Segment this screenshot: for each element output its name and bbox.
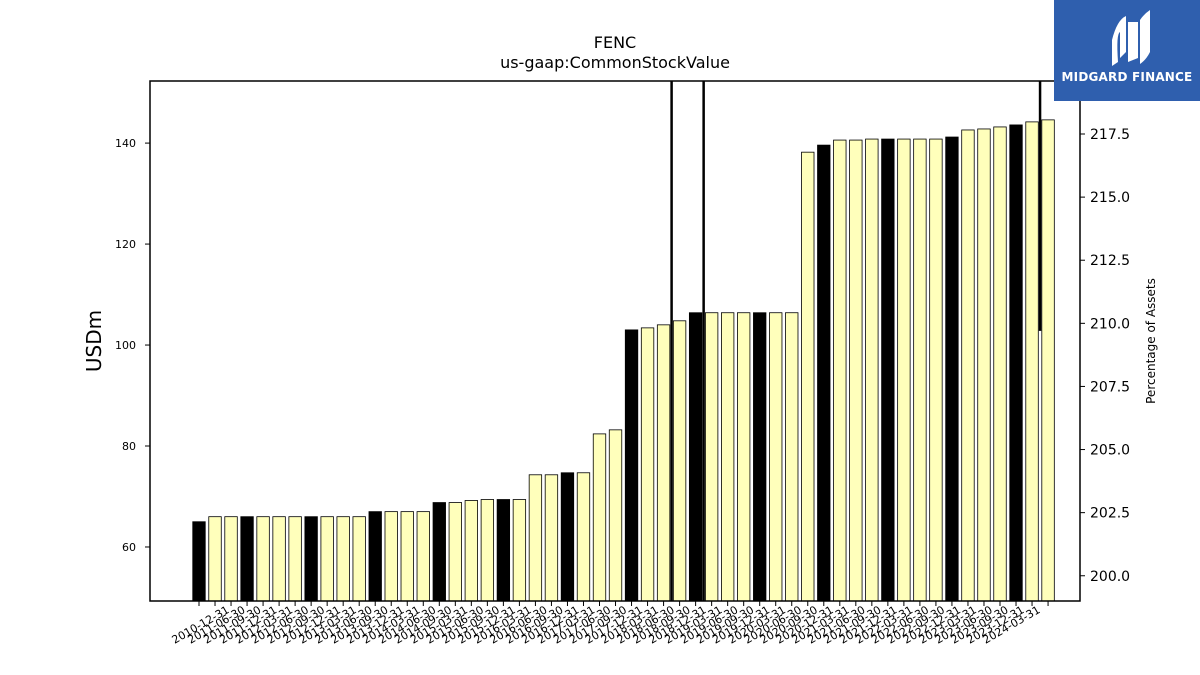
bar-2022-03-31 [913, 138, 927, 602]
y-axis-ticks: 60 80 100 120 140 [115, 137, 150, 554]
bar-2017-06-30 [608, 429, 623, 602]
bar-2020-06-30 [801, 151, 815, 602]
bar-2014-12-31 [448, 502, 462, 602]
bar-2011-12-31 [256, 516, 270, 602]
bar-2021-06-30 [865, 138, 879, 602]
bar-2021-12-31 [897, 138, 911, 602]
bar-2023-06-30 [993, 126, 1007, 602]
x-axis-ticks: 2010-12-312011-06-302011-09-302011-12-31… [170, 601, 1049, 647]
bar-2024-03-31 [1041, 119, 1055, 602]
bar-2019-12-31 [769, 312, 783, 602]
bar-2018-06-30 [672, 320, 687, 602]
bar-2020-12-31 [833, 139, 847, 602]
y-axis-label: USDm [82, 310, 106, 372]
bar-2013-12-31 [384, 511, 398, 602]
bar-2016-03-31 [528, 474, 543, 602]
bar-2023-09-30 [1009, 124, 1023, 602]
bar-2013-09-30 [368, 511, 382, 602]
bar-2014-06-30 [416, 511, 430, 602]
y2-axis-label: Percentage of Assets [1144, 278, 1158, 404]
y2-tick-label: 212.5 [1090, 253, 1130, 269]
y2-axis-ticks: 200.0 202.5 205.0 207.5 210.0 212.5 215.0 217.5 [1080, 127, 1130, 585]
bar-2014-03-31 [400, 511, 414, 602]
y2-tick-label: 210.0 [1090, 316, 1130, 332]
bar-2014-09-30 [432, 502, 446, 602]
chart-title: FENC [594, 33, 636, 52]
y2-tick-label: 205.0 [1090, 443, 1130, 459]
bar-2021-09-30 [881, 138, 895, 602]
bar-2023-03-31 [977, 128, 991, 602]
bar-2017-09-30 [624, 329, 639, 602]
bars-group [192, 119, 1055, 602]
y2-tick-label: 202.5 [1090, 506, 1130, 522]
bar-2012-03-31 [272, 516, 286, 602]
y-tick-label: 120 [115, 238, 136, 251]
y-tick-label: 100 [115, 339, 136, 352]
bar-2015-06-30 [480, 499, 495, 602]
y2-tick-label: 200.0 [1090, 569, 1130, 585]
plot-frame [149, 80, 1081, 602]
bar-2019-09-30 [753, 312, 767, 602]
bar-2022-09-30 [945, 136, 959, 602]
bar-2019-06-30 [737, 312, 751, 602]
bar-2020-03-31 [785, 312, 799, 602]
bar-2012-12-31 [320, 516, 334, 602]
bar-2016-12-31 [576, 472, 591, 602]
bar-2016-09-30 [560, 472, 575, 602]
bar-2022-12-31 [961, 129, 975, 602]
bar-2017-03-31 [592, 433, 607, 602]
brand-logo: MIDGARD FINANCE [1054, 0, 1200, 101]
y2-tick-label: 207.5 [1090, 379, 1130, 395]
y-tick-label: 60 [122, 541, 136, 554]
percentage-lines-group [670, 81, 1042, 601]
bar-2015-03-31 [464, 500, 478, 602]
bar-2012-09-30 [304, 516, 318, 602]
bar-2015-09-30 [496, 499, 511, 602]
logo-text: MIDGARD FINANCE [1061, 70, 1193, 84]
y-tick-label: 140 [115, 137, 136, 150]
bar-2016-06-30 [544, 474, 559, 602]
bar-2019-03-31 [721, 312, 735, 602]
bar-2020-09-30 [817, 144, 831, 602]
bar-2013-06-30 [352, 516, 366, 602]
bar-2018-03-31 [656, 324, 671, 602]
bar-2022-06-30 [929, 138, 943, 602]
y-tick-label: 80 [122, 440, 136, 453]
bar-2011-06-30 [224, 516, 238, 602]
bar-2011-09-30 [240, 516, 254, 602]
bar-2018-12-31 [704, 312, 719, 602]
bar-2018-09-30 [688, 312, 703, 602]
bar-2012-06-30 [288, 516, 302, 602]
bar-2011-03-31 [208, 516, 222, 602]
bar-2010-12-31 [192, 521, 206, 602]
bar-2021-03-31 [849, 139, 863, 602]
y2-tick-label: 215.0 [1090, 190, 1130, 206]
logo-mark-icon [1112, 10, 1150, 66]
y2-tick-label: 217.5 [1090, 127, 1130, 143]
bar-2023-12-31 [1025, 121, 1039, 602]
bar-2015-12-31 [512, 499, 527, 602]
bar-2013-03-31 [336, 516, 350, 602]
bar-2017-12-31 [640, 327, 655, 602]
chart-subtitle: us-gaap:CommonStockValue [500, 53, 730, 72]
